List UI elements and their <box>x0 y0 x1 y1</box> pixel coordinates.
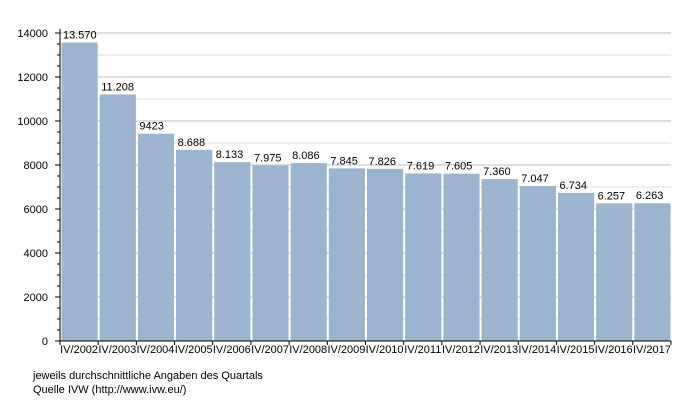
bar-iv-2015 <box>557 192 595 341</box>
x-tick-label: IV/2012 <box>442 344 480 356</box>
data-label: 8.133 <box>216 149 244 161</box>
bar-iv-2011 <box>405 173 442 341</box>
data-label: 7.826 <box>369 156 397 168</box>
footnote-source: Quelle IVW (http://www.ivw.eu/) <box>33 384 187 396</box>
bar-iv-2007 <box>252 165 289 341</box>
bar-iv-2013 <box>481 179 518 341</box>
data-label: 8.086 <box>292 150 320 162</box>
data-label: 7.360 <box>483 166 511 178</box>
x-tick-label: IV/2005 <box>175 344 213 356</box>
data-label: 6.263 <box>636 190 664 202</box>
x-tick-label: IV/2003 <box>98 344 136 356</box>
data-label: 6.257 <box>598 190 626 202</box>
bar-iv-2005 <box>176 149 213 341</box>
y-tick-label: 14000 <box>17 28 48 40</box>
y-tick-label: 4000 <box>24 248 48 260</box>
x-tick-label: IV/2007 <box>251 344 289 356</box>
x-tick-label: IV/2006 <box>213 344 251 356</box>
x-tick-label: IV/2016 <box>595 344 633 356</box>
bar-iv-2002 <box>61 42 98 342</box>
y-tick-label: 10000 <box>17 116 48 128</box>
data-label: 7.975 <box>254 153 282 165</box>
y-axis-ticks: 0 2000 4000 6000 8000 10000 12000 14000 <box>17 28 60 348</box>
x-tick-label: IV/2002 <box>60 344 98 356</box>
data-label: 6.734 <box>559 180 587 192</box>
bar-iv-2009 <box>328 168 365 341</box>
bar-iv-2016 <box>596 203 633 341</box>
bar-iv-2017 <box>634 203 671 341</box>
x-tick-label: IV/2004 <box>137 344 175 356</box>
x-tick-label: IV/2008 <box>289 344 327 356</box>
x-tick-label: IV/2013 <box>480 344 518 356</box>
bar-iv-2004 <box>137 133 175 341</box>
x-tick-label: IV/2009 <box>327 344 365 356</box>
y-tick-label: 2000 <box>24 292 48 304</box>
axes <box>59 29 672 345</box>
bar-iv-2014 <box>519 185 556 341</box>
data-label: 7.619 <box>407 160 435 172</box>
data-label: 7.605 <box>445 161 473 173</box>
bar-iv-2012 <box>443 173 480 341</box>
bar-iv-2003 <box>99 94 136 341</box>
y-tick-label: 8000 <box>24 160 48 172</box>
bar-iv-2006 <box>214 162 251 341</box>
bar-iv-2010 <box>367 168 404 341</box>
x-tick-label: IV/2010 <box>366 344 404 356</box>
value-labels: 13.570 11.208 9423 8.688 8.133 7.975 8.086 7.84… <box>63 29 663 202</box>
bars <box>61 42 671 342</box>
data-label: 7.047 <box>521 173 549 185</box>
data-label: 8.688 <box>178 137 206 149</box>
x-tick-label: IV/2017 <box>633 344 671 356</box>
y-tick-label: 12000 <box>17 72 48 84</box>
x-tick-label: IV/2015 <box>557 344 595 356</box>
y-tick-label: 6000 <box>24 204 48 216</box>
x-tick-label: IV/2014 <box>518 344 556 356</box>
data-label: 7.845 <box>330 155 358 167</box>
y-tick-label: 0 <box>42 336 48 348</box>
data-label: 11.208 <box>101 81 134 93</box>
data-label: 13.570 <box>63 29 97 41</box>
data-label: 9423 <box>139 121 163 133</box>
footnote-averages: jeweils durchschnittliche Angaben des Qu… <box>33 370 263 382</box>
bar-iv-2008 <box>290 163 327 341</box>
x-tick-label: IV/2011 <box>404 344 441 356</box>
x-axis-labels: IV/2002 IV/2003 IV/2004 IV/2005 IV/2006 IV/20… <box>60 344 671 356</box>
